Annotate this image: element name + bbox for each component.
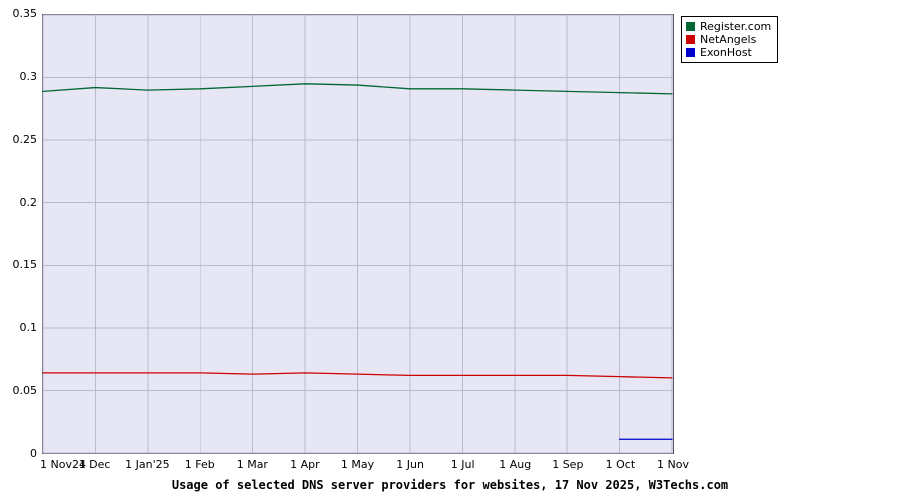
plot-area — [42, 14, 674, 454]
y-axis-tick: 0.15 — [12, 258, 38, 272]
x-axis-tick: 1 Sep — [552, 458, 584, 471]
legend-label-netangels: NetAngels — [700, 33, 757, 46]
grid-lines — [42, 14, 673, 454]
x-axis-tick: 1 Dec — [78, 458, 111, 471]
legend-item-register-com: Register.com — [686, 20, 771, 33]
x-axis-tick: 1 Feb — [184, 458, 215, 471]
x-axis-tick: 1 Jan'25 — [125, 458, 170, 471]
x-axis-tick: 1 Jul — [450, 458, 475, 471]
x-axis-tick: 1 Aug — [499, 458, 532, 471]
y-axis-tick: 0 — [30, 447, 37, 460]
chart-caption: Usage of selected DNS server providers f… — [171, 478, 729, 492]
x-axis-tick: 1 Nov — [657, 458, 689, 471]
legend-swatch-exonhost — [686, 48, 695, 57]
y-axis-tick: 0.1 — [19, 321, 38, 335]
x-axis-tick: 1 Apr — [290, 458, 320, 471]
x-axis-tick: 1 May — [340, 458, 375, 471]
series-lines — [42, 83, 673, 440]
y-axis-tick: 0.35 — [12, 7, 38, 20]
legend-item-netangels: NetAngels — [686, 33, 771, 46]
chart-legend: Register.com NetAngels ExonHost — [681, 16, 779, 63]
legend-label-exonhost: ExonHost — [700, 46, 752, 59]
x-axis-tick: 1 Oct — [605, 458, 636, 471]
y-axis-tick: 0.3 — [19, 69, 38, 83]
x-axis-tick: 1 Jun — [396, 458, 424, 471]
x-axis-tick: 1 Mar — [236, 458, 268, 471]
y-axis-tick: 0.25 — [12, 132, 38, 146]
y-axis-tick: 0.2 — [19, 195, 38, 209]
legend-swatch-register-com — [686, 22, 695, 31]
legend-label-register-com: Register.com — [700, 20, 772, 33]
legend-swatch-netangels — [686, 35, 695, 44]
legend-item-exonhost: ExonHost — [686, 46, 771, 59]
y-axis-tick: 0.05 — [12, 384, 38, 398]
x-axis-tick: 1 Nov24 — [40, 458, 86, 471]
